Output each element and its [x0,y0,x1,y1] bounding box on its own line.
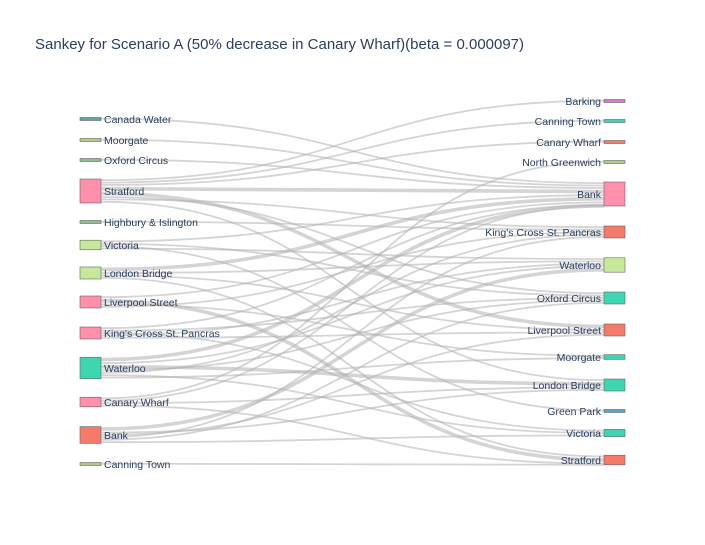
source-node-waterloo[interactable] [79,356,102,380]
target-label-canning-town: Canning Town [535,116,602,128]
target-label-oxford-circus: Oxford Circus [537,293,601,305]
sankey-link-liverpool-street-to-stratford [100,299,605,462]
source-label-victoria: Victoria [104,240,139,252]
source-node-stratford[interactable] [79,178,102,204]
source-label-canning-town: Canning Town [104,459,171,471]
sankey-link-bank-to-victoria [100,434,605,444]
sankey-link-waterloo-to-bank [100,204,605,362]
source-label-liverpool-street: Liverpool Street [104,297,178,309]
target-node-waterloo[interactable] [603,257,626,273]
target-node-canning-town[interactable] [603,119,626,123]
sankey-link-bank-to-king-s-cross-st-pancras [100,235,605,439]
sankey-link-waterloo-to-oxford-circus [100,299,605,372]
source-node-bank[interactable] [79,426,102,444]
target-node-oxford-circus[interactable] [603,291,626,305]
target-node-liverpool-street[interactable] [603,323,626,337]
sankey-link-stratford-to-king-s-cross-st-pancras [100,198,605,229]
target-label-moorgate: Moorgate [557,352,602,364]
sankey-link-liverpool-street-to-bank [100,201,605,299]
source-label-king-s-cross-st-pancras: King's Cross St. Pancras [104,328,220,340]
source-label-bank: Bank [104,430,129,442]
sankey-link-waterloo-to-waterloo [100,265,605,365]
target-node-bank[interactable] [603,181,626,207]
sankey-link-stratford-to-bank [100,186,605,194]
target-node-victoria[interactable] [603,429,626,437]
target-node-king-s-cross-st-pancras[interactable] [603,225,626,239]
source-node-victoria[interactable] [79,239,102,251]
sankey-link-canning-town-to-stratford [100,462,605,466]
sankey-link-canary-wharf-to-bank [100,205,605,402]
sankey-link-waterloo-to-moorgate [100,357,605,379]
source-label-moorgate: Moorgate [104,135,149,147]
sankey-link-king-s-cross-st-pancras-to-waterloo [100,262,605,337]
sankey-link-bank-to-waterloo [100,268,605,431]
target-node-green-park[interactable] [603,409,626,413]
target-node-london-bridge[interactable] [603,378,626,392]
source-node-king-s-cross-st-pancras[interactable] [79,326,102,340]
target-label-king-s-cross-st-pancras: King's Cross St. Pancras [485,227,601,239]
sankey-link-canary-wharf-to-london-bridge [100,386,605,405]
target-label-stratford: Stratford [561,455,601,467]
source-label-waterloo: Waterloo [104,363,146,375]
sankey-link-bank-to-london-bridge [100,388,605,434]
target-label-canary-wharf: Canary Wharf [536,137,601,149]
source-label-oxford-circus: Oxford Circus [104,155,168,167]
sankey-link-stratford-to-barking [100,99,605,182]
source-node-highbury-islington[interactable] [79,220,102,224]
sankey-link-waterloo-to-london-bridge [100,365,605,386]
sankey-link-stratford-to-canary-wharf [100,140,605,186]
sankey-link-waterloo-to-victoria [100,374,605,434]
source-node-canning-town[interactable] [79,462,102,466]
target-label-green-park: Green Park [547,406,601,418]
target-label-bank: Bank [577,189,602,201]
sankey-link-stratford-to-canning-town [100,119,605,184]
chart-title: Sankey for Scenario A (50% decrease in C… [35,36,525,53]
sankey-link-king-s-cross-st-pancras-to-bank [100,203,605,330]
source-node-oxford-circus[interactable] [79,158,102,162]
sankey-nodes: Canada Water Moorgate Oxford Circus Stratfo… [79,96,626,471]
sankey-link-bank-to-liverpool-street [100,333,605,436]
target-label-waterloo: Waterloo [559,260,601,272]
source-label-canary-wharf: Canary Wharf [104,397,169,409]
source-label-canada-water: Canada Water [104,114,172,126]
target-label-london-bridge: London Bridge [533,380,601,392]
source-label-london-bridge: London Bridge [104,268,172,280]
target-node-canary-wharf[interactable] [603,140,626,144]
target-node-north-greenwich[interactable] [603,160,626,164]
sankey-link-canary-wharf-to-stratford [100,404,605,465]
target-label-barking: Barking [565,96,601,108]
target-node-barking[interactable] [603,99,626,103]
sankey-link-liverpool-street-to-king-s-cross-st-pancras [100,231,605,308]
sankey-link-stratford-to-london-bridge [100,200,605,382]
source-label-stratford: Stratford [104,186,144,198]
source-node-moorgate[interactable] [79,138,102,142]
target-label-victoria: Victoria [566,428,601,440]
sankey-link-victoria-to-waterloo [100,247,605,260]
source-node-liverpool-street[interactable] [79,295,102,309]
sankey-link-liverpool-street-to-moorgate [100,303,605,357]
target-label-liverpool-street: Liverpool Street [527,325,601,337]
sankey-link-canary-wharf-to-north-greenwich [100,160,605,400]
target-node-moorgate[interactable] [603,354,626,360]
sankey-links [100,99,605,466]
sankey-link-victoria-to-bank [100,194,605,243]
sankey-link-stratford-to-oxford-circus [100,196,605,295]
sankey-link-victoria-to-green-park [100,245,605,412]
source-label-highbury-islington: Highbury & Islington [104,217,198,229]
sankey-link-bank-to-oxford-circus [100,301,605,441]
source-node-london-bridge[interactable] [79,266,102,280]
source-node-canary-wharf[interactable] [79,396,102,408]
sankey-link-highbury-islington-to-king-s-cross-st-pancras [100,220,605,231]
sankey-link-oxford-circus-to-bank [100,158,605,189]
target-label-north-greenwich: North Greenwich [522,157,601,169]
sankey-link-london-bridge-to-bank [100,197,605,272]
target-node-stratford[interactable] [603,454,626,466]
source-node-canada-water[interactable] [79,117,102,121]
